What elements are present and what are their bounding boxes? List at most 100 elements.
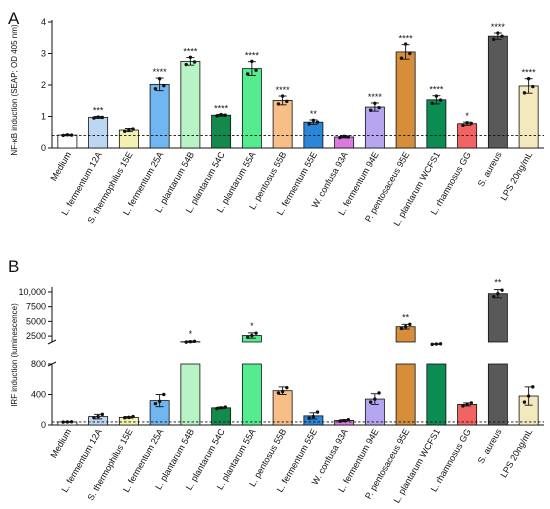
- data-point: [315, 410, 320, 414]
- panel-b-y-axis-label: IRF induction (luminescence): [10, 303, 19, 407]
- significance-label: ****: [491, 22, 506, 32]
- bar: [118, 129, 139, 149]
- data-point: [522, 400, 527, 404]
- bar-upper-segment: [487, 293, 508, 343]
- panel-b-plot: 040080025005000750010,000******MediumL. …: [18, 278, 544, 505]
- data-point: [188, 340, 193, 344]
- data-point: [346, 417, 351, 422]
- significance-label: ****: [522, 68, 537, 78]
- data-point: [122, 416, 127, 420]
- data-point: [526, 394, 531, 398]
- data-point: [215, 406, 219, 411]
- data-point: [100, 115, 105, 120]
- significance-label: ****: [276, 85, 291, 95]
- data-point: [531, 84, 535, 89]
- y-tick-label: 4: [41, 17, 46, 27]
- data-point: [461, 404, 465, 408]
- data-point: [280, 94, 285, 98]
- data-point: [346, 135, 351, 139]
- data-point: [522, 91, 527, 95]
- x-tick-label: Medium: [48, 150, 73, 183]
- data-point: [245, 72, 250, 76]
- data-point: [434, 94, 439, 98]
- data-point: [162, 392, 166, 397]
- x-tick-label: LPS 20ng/mL: [498, 150, 534, 202]
- data-point: [127, 128, 131, 132]
- data-point: [307, 416, 311, 420]
- data-point: [461, 123, 465, 128]
- significance-label: ****: [183, 47, 198, 57]
- data-point: [311, 118, 316, 122]
- data-point: [373, 397, 377, 401]
- data-point: [496, 292, 500, 296]
- data-point: [162, 83, 166, 88]
- data-point: [254, 68, 258, 72]
- x-tick-label: LPS 20ng/mL: [498, 427, 534, 479]
- data-point: [219, 112, 223, 117]
- data-point: [219, 406, 223, 410]
- bar: [457, 123, 478, 149]
- y-tick-label: 1: [41, 112, 46, 122]
- bar-lower-segment: [241, 363, 262, 426]
- data-point: [438, 98, 443, 102]
- x-tick-label: Medium: [48, 427, 73, 460]
- significance-label: **: [310, 109, 318, 119]
- y-tick-label: 5000: [26, 316, 46, 326]
- data-point: [465, 402, 469, 407]
- significance-label: ****: [368, 92, 383, 102]
- data-point: [96, 115, 100, 119]
- data-point: [285, 99, 289, 104]
- significance-label: ****: [245, 51, 260, 61]
- data-point: [403, 324, 408, 329]
- data-point: [491, 37, 496, 42]
- y-tick-label: 800: [31, 359, 46, 369]
- y-tick-label: 0: [41, 143, 46, 153]
- data-point: [250, 333, 254, 338]
- data-point: [399, 56, 404, 60]
- data-point: [408, 51, 412, 56]
- data-point: [500, 34, 504, 38]
- data-point: [215, 114, 219, 118]
- data-point: [280, 389, 285, 394]
- significance-label: ***: [93, 106, 104, 116]
- data-point: [223, 113, 228, 117]
- bar: [272, 100, 293, 149]
- data-point: [127, 415, 131, 420]
- data-point: [157, 399, 162, 404]
- data-point: [469, 121, 474, 126]
- data-point: [368, 108, 373, 112]
- data-point: [192, 60, 197, 64]
- significance-label: **: [494, 278, 502, 288]
- bar: [334, 136, 355, 149]
- data-point: [526, 77, 531, 81]
- x-tick-label: S. aureus: [476, 150, 504, 189]
- data-point: [100, 412, 105, 417]
- data-point: [465, 121, 469, 125]
- data-point: [192, 339, 197, 343]
- data-point: [368, 400, 373, 404]
- data-point: [184, 62, 188, 67]
- data-point: [92, 416, 96, 420]
- bar: [426, 99, 447, 149]
- data-point: [157, 77, 162, 81]
- data-point: [531, 385, 535, 389]
- data-point: [338, 135, 342, 140]
- bar: [518, 85, 539, 149]
- data-point: [153, 401, 158, 406]
- y-tick-label: 10,000: [18, 287, 46, 297]
- bar: [487, 35, 508, 149]
- y-tick-label: 7500: [26, 302, 46, 312]
- data-point: [131, 127, 135, 131]
- data-point: [469, 401, 474, 405]
- panel-a-plot: 01234***********************************…: [41, 17, 544, 228]
- bar: [364, 106, 385, 149]
- data-point: [131, 414, 135, 419]
- data-point: [434, 342, 439, 346]
- data-point: [250, 59, 254, 64]
- panel-b: B IRF induction (luminescence) 0 400 800 25…: [8, 257, 544, 505]
- data-point: [188, 55, 193, 59]
- data-point: [307, 122, 311, 126]
- axis-break-mark: [47, 339, 57, 345]
- y-tick-label: 2500: [26, 331, 46, 341]
